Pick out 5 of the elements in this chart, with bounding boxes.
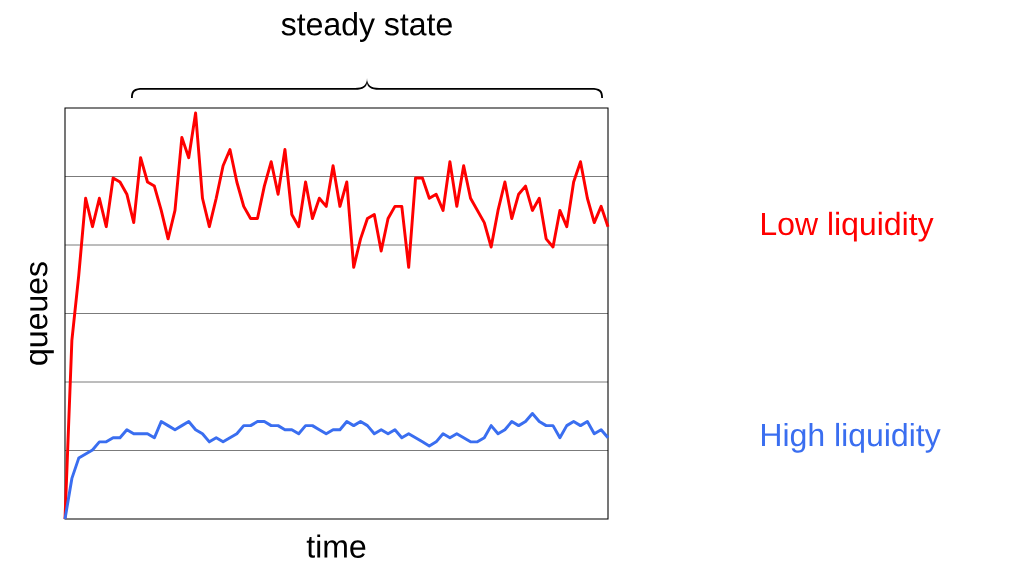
- text: Low liquidity: [762, 211, 934, 242]
- text: High liquidity: [762, 422, 941, 453]
- text: steady state: [281, 12, 452, 42]
- y-axis-title: queues: [29, 262, 54, 365]
- x-axis-title: time: [306, 534, 366, 558]
